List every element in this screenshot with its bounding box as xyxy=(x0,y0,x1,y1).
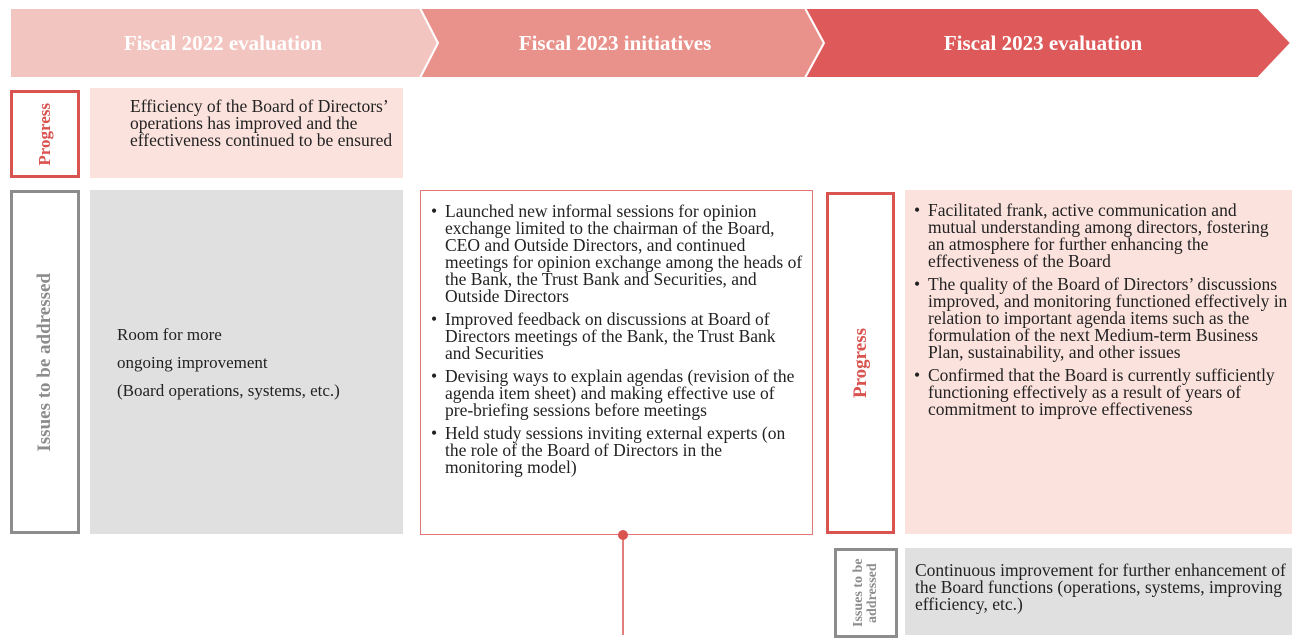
label-text: Issues to be addressed xyxy=(851,558,880,628)
progress-label: Progress xyxy=(826,192,895,534)
initiative: Improved feedback on discussions at Boar… xyxy=(431,310,804,362)
progress-text: Efficiency of the Board of Directors’ op… xyxy=(130,96,393,150)
progress-item: Confirmed that the Board is currently su… xyxy=(914,366,1288,418)
label-text: Progress xyxy=(35,102,54,166)
issues-line: ongoing improvement xyxy=(117,353,268,372)
issues-line: (Board operations, systems, etc.) xyxy=(117,381,340,400)
issues-text: Continuous improvement for further enhan… xyxy=(915,560,1286,614)
progress-list: Facilitated frank, active communication … xyxy=(914,201,1288,418)
progress-item: Facilitated frank, active communication … xyxy=(914,201,1288,270)
issues-box: Continuous improvement for further enhan… xyxy=(905,548,1292,635)
progress-label: Progress xyxy=(10,90,80,178)
label-text: Progress xyxy=(849,327,871,398)
progress-box: Facilitated frank, active communication … xyxy=(905,190,1292,534)
initiative: Devising ways to explain agendas (revisi… xyxy=(431,367,804,419)
initiative: Held study sessions inviting external ex… xyxy=(431,424,804,476)
initiatives-list: Launched new informal sessions for opini… xyxy=(431,202,804,476)
step-title: Fiscal 2023 initiatives xyxy=(519,31,712,55)
initiative: Launched new informal sessions for opini… xyxy=(431,202,804,305)
progress-item: The quality of the Board of Directors’ d… xyxy=(914,275,1288,361)
label-text: Issues to be addressed xyxy=(34,272,55,452)
issues-label: Issues to be addressed xyxy=(10,190,80,534)
step-arrow xyxy=(803,7,1292,79)
initiatives-box: Launched new informal sessions for opini… xyxy=(420,190,813,535)
issues-label: Issues to be addressed xyxy=(834,548,898,638)
header: Fiscal 2022 evaluation Fiscal 2023 initi… xyxy=(9,7,1292,79)
step-title: Fiscal 2022 evaluation xyxy=(124,31,323,55)
step-title: Fiscal 2023 evaluation xyxy=(944,31,1143,55)
issues-line: Room for more xyxy=(117,325,222,344)
connector xyxy=(618,530,628,635)
progress-box: Efficiency of the Board of Directors’ op… xyxy=(90,88,403,178)
issues-box: Room for more ongoing improvement (Board… xyxy=(90,190,403,534)
